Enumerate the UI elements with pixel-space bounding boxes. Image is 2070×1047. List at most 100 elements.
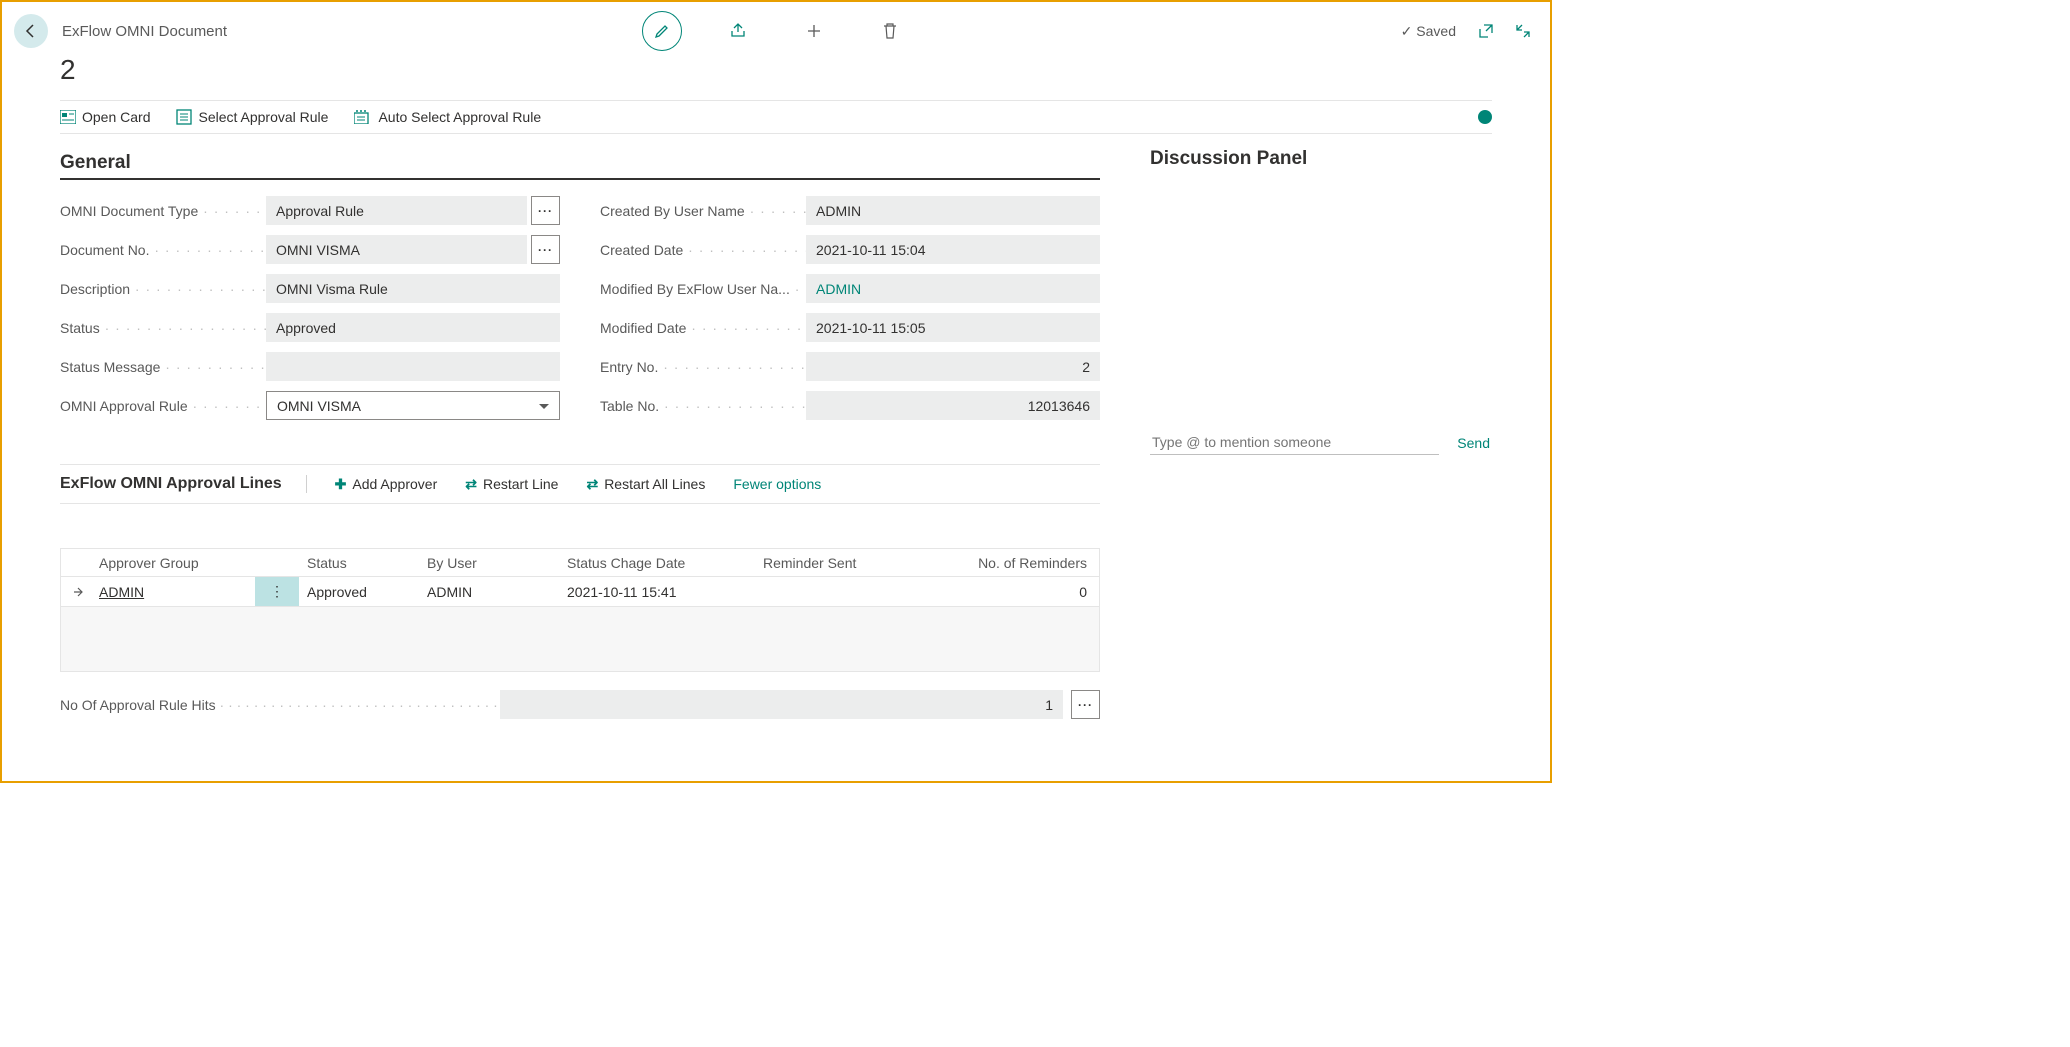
restart-line-action[interactable]: ⇄ Restart Line	[465, 476, 558, 493]
field-label: OMNI Document Type	[60, 203, 266, 219]
field-value[interactable]: Approved	[266, 313, 560, 342]
info-indicator[interactable]	[1478, 110, 1492, 124]
ellipsis-icon: ···	[538, 204, 553, 218]
field-label: Entry No.	[600, 359, 806, 375]
col-approver-group[interactable]: Approver Group	[95, 555, 255, 571]
send-button[interactable]: Send	[1457, 435, 1490, 451]
select-rule-action[interactable]: Select Approval Rule	[176, 109, 328, 125]
field-label: Modified Date	[600, 320, 806, 336]
rule-icon	[176, 109, 192, 125]
field-created-date: Created Date 2021-10-11 15:04	[600, 235, 1100, 264]
lookup-button[interactable]: ···	[531, 196, 560, 225]
arrow-left-icon	[23, 23, 39, 39]
new-button[interactable]	[794, 11, 834, 51]
vertical-dots-icon: ⋮	[270, 583, 284, 600]
cell-approver-group[interactable]: ADMIN	[95, 584, 255, 600]
left-column: General OMNI Document Type Approval Rule…	[60, 134, 1100, 719]
discussion-panel: Discussion Panel Send	[1150, 134, 1490, 719]
lines-title: ExFlow OMNI Approval Lines	[60, 475, 307, 493]
row-menu-button[interactable]: ⋮	[255, 577, 299, 606]
col-status[interactable]: Status	[299, 555, 427, 571]
lines-header: ExFlow OMNI Approval Lines ✚ Add Approve…	[60, 464, 1100, 504]
field-label: Description	[60, 281, 266, 297]
field-value: 2	[806, 352, 1100, 381]
header-right: ✓ Saved	[1401, 23, 1530, 40]
field-description: Description OMNI Visma Rule	[60, 274, 560, 303]
delete-button[interactable]	[870, 11, 910, 51]
col-status-change-date[interactable]: Status Chage Date	[567, 555, 763, 571]
field-label: Document No.	[60, 242, 266, 258]
main-content: General OMNI Document Type Approval Rule…	[60, 134, 1492, 719]
restart-all-action[interactable]: ⇄ Restart All Lines	[586, 476, 705, 493]
discussion-title: Discussion Panel	[1150, 148, 1490, 170]
col-by-user[interactable]: By User	[427, 555, 567, 571]
footer-field: No Of Approval Rule Hits 1 ···	[60, 690, 1100, 719]
back-button[interactable]	[14, 14, 48, 48]
field-label: Status	[60, 320, 266, 336]
field-value[interactable]: OMNI VISMA	[266, 235, 527, 264]
field-select[interactable]: OMNI VISMA	[266, 391, 560, 420]
general-section-title: General	[60, 152, 1100, 180]
page-title: ExFlow OMNI Document	[62, 23, 227, 40]
page-header: ExFlow OMNI Document ✓ Saved	[2, 2, 1550, 48]
field-label: Status Message	[60, 359, 266, 375]
ellipsis-icon: ···	[538, 243, 553, 257]
table-header: Approver Group Status By User Status Cha…	[61, 549, 1099, 577]
field-value-link[interactable]: ADMIN	[806, 274, 1100, 303]
ellipsis-icon: ···	[1078, 698, 1093, 712]
general-fields: OMNI Document Type Approval Rule ··· Doc…	[60, 196, 1100, 430]
cell-no-reminders: 0	[959, 584, 1099, 600]
collapse-button[interactable]	[1516, 24, 1530, 38]
field-created-by: Created By User Name ADMIN	[600, 196, 1100, 225]
popout-button[interactable]	[1478, 23, 1494, 39]
check-icon: ✓	[1401, 23, 1413, 39]
arrow-right-icon	[72, 586, 84, 598]
field-table-no: Table No. 12013646	[600, 391, 1100, 420]
field-label: Table No.	[600, 398, 806, 414]
field-entry-no: Entry No. 2	[600, 352, 1100, 381]
action-bar: Open Card Select Approval Rule Auto Sele…	[60, 100, 1492, 134]
field-label: Created By User Name	[600, 203, 806, 219]
share-button[interactable]	[718, 11, 758, 51]
saved-indicator: ✓ Saved	[1401, 23, 1456, 40]
field-modified-date: Modified Date 2021-10-11 15:05	[600, 313, 1100, 342]
swap-icon: ⇄	[465, 476, 477, 493]
discussion-input-row: Send	[1150, 430, 1490, 455]
field-value[interactable]	[266, 352, 560, 381]
trash-icon	[882, 22, 898, 40]
table-row[interactable]: ADMIN ⋮ Approved ADMIN 2021-10-11 15:41 …	[61, 577, 1099, 607]
share-icon	[729, 22, 747, 40]
edit-button[interactable]	[642, 11, 682, 51]
open-card-action[interactable]: Open Card	[60, 109, 150, 125]
fewer-options-link[interactable]: Fewer options	[733, 476, 821, 492]
pencil-icon	[654, 23, 670, 39]
field-label: OMNI Approval Rule	[60, 398, 266, 414]
lookup-button[interactable]: ···	[1071, 690, 1100, 719]
row-indicator[interactable]	[61, 586, 95, 598]
field-doc-no: Document No. OMNI VISMA ···	[60, 235, 560, 264]
field-status: Status Approved	[60, 313, 560, 342]
field-label: Modified By ExFlow User Na...	[600, 281, 806, 297]
field-value[interactable]: Approval Rule	[266, 196, 527, 225]
auto-rule-icon	[354, 110, 372, 124]
field-value: 12013646	[806, 391, 1100, 420]
field-modified-by: Modified By ExFlow User Na... ADMIN	[600, 274, 1100, 303]
field-value: ADMIN	[806, 196, 1100, 225]
header-toolbar	[642, 11, 910, 51]
plus-icon: ✚	[335, 476, 347, 493]
field-value[interactable]: OMNI Visma Rule	[266, 274, 560, 303]
record-number: 2	[60, 54, 1550, 86]
footer-value: 1	[500, 690, 1063, 719]
field-label: Created Date	[600, 242, 806, 258]
field-value: 2021-10-11 15:05	[806, 313, 1100, 342]
discussion-input[interactable]	[1150, 430, 1439, 455]
add-approver-action[interactable]: ✚ Add Approver	[335, 476, 438, 493]
approval-lines-table: Approver Group Status By User Status Cha…	[60, 548, 1100, 672]
col-reminder-sent[interactable]: Reminder Sent	[763, 555, 959, 571]
field-approval-rule: OMNI Approval Rule OMNI VISMA	[60, 391, 560, 420]
col-no-reminders[interactable]: No. of Reminders	[959, 555, 1099, 571]
cell-status: Approved	[299, 584, 427, 600]
lookup-button[interactable]: ···	[531, 235, 560, 264]
auto-select-rule-action[interactable]: Auto Select Approval Rule	[354, 109, 541, 125]
popout-icon	[1478, 23, 1494, 39]
